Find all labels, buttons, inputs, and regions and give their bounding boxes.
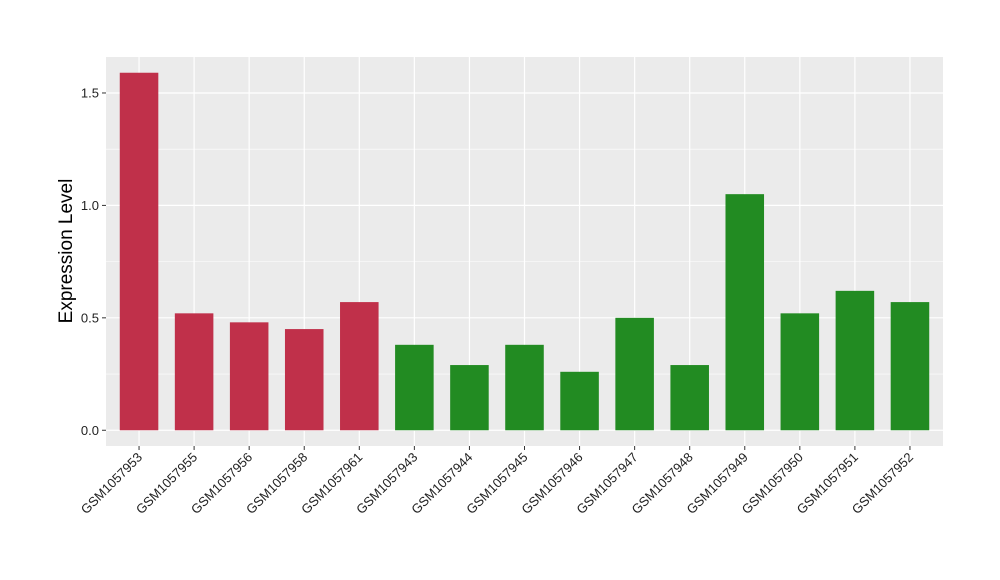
bar-GSM1057946 <box>560 371 599 431</box>
y-axis-title: Expression Level <box>56 179 77 324</box>
y-tick-label: 1.0 <box>81 198 99 213</box>
bar-GSM1057945 <box>505 344 544 431</box>
bar-GSM1057949 <box>725 194 765 431</box>
y-tick-label: 1.5 <box>81 85 99 100</box>
bar-GSM1057956 <box>229 322 269 431</box>
bar-GSM1057943 <box>395 344 434 431</box>
y-tick-label: 0.0 <box>81 423 99 438</box>
y-tick-label: 0.5 <box>81 310 99 325</box>
bar-GSM1057944 <box>450 365 489 431</box>
bar-GSM1057958 <box>284 329 324 431</box>
bar-GSM1057950 <box>780 313 820 431</box>
bar-GSM1057948 <box>670 365 709 431</box>
bar-GSM1057947 <box>615 317 654 431</box>
bar-GSM1057961 <box>340 302 379 431</box>
bar-GSM1057953 <box>119 72 159 431</box>
y-axis-ticks: 0.0 0.5 1.0 1.5 <box>81 85 106 438</box>
x-axis-ticks: GSM1057953GSM1057955GSM1057956GSM1057958… <box>78 446 916 517</box>
bar-GSM1057952 <box>890 302 930 431</box>
bar-GSM1057955 <box>174 313 214 431</box>
bars <box>119 72 930 431</box>
bar-GSM1057951 <box>835 290 875 431</box>
